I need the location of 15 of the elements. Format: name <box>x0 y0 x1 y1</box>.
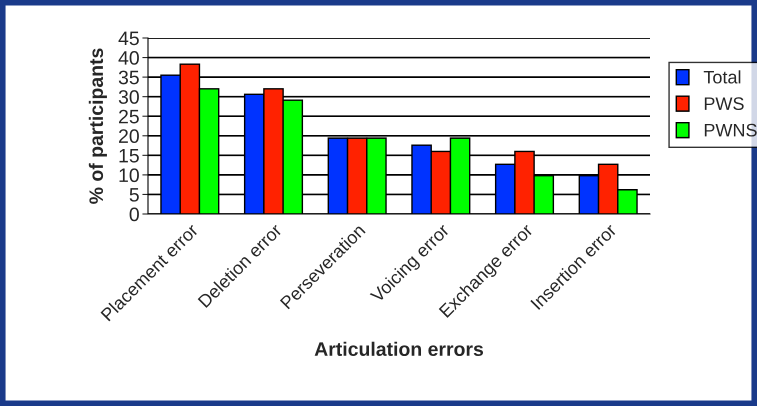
y-tick-label: 40 <box>118 51 139 65</box>
y-tick-label: 35 <box>118 70 139 84</box>
legend-label: Total <box>704 70 740 84</box>
legend-label: PWS <box>704 97 744 110</box>
y-axis-title: % of participants <box>88 48 107 204</box>
y-tick-label: 45 <box>118 32 139 46</box>
y-tick-label: 30 <box>118 90 139 104</box>
y-tick-label: 5 <box>130 188 139 202</box>
x-axis-title: Articulation errors <box>314 342 484 356</box>
y-tick-label: 10 <box>120 168 139 182</box>
y-tick-label: 15 <box>120 149 139 163</box>
y-tick-label: 20 <box>119 129 139 144</box>
y-tick-label: 0 <box>130 207 139 222</box>
legend-label: PWNS <box>704 124 757 137</box>
y-tick-label: 25 <box>119 110 139 124</box>
